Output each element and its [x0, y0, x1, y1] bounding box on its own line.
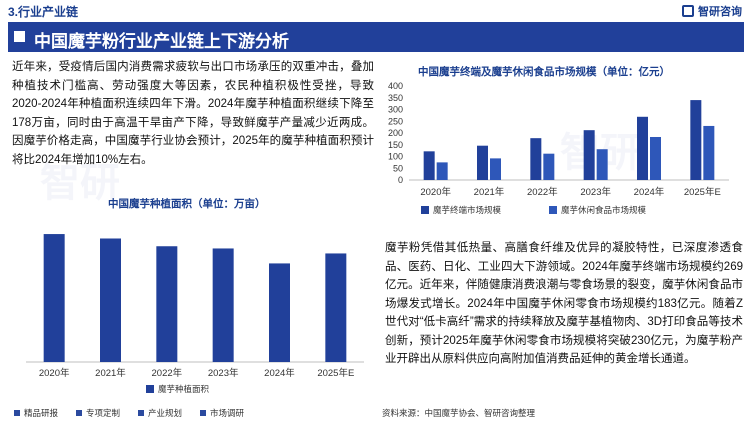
page-title: 中国魔芋粉行业产业链上下游分析 — [34, 32, 289, 51]
x-tick-label: 2024年 — [264, 367, 295, 379]
x-tick-label: 2021年 — [474, 186, 505, 198]
planting-area-chart: 2020年 2021年 2022年 2023年 2024年 2025年E 魔芋种植面积 — [26, 234, 364, 394]
y-tick-label: 400 — [388, 81, 403, 91]
bar-terminal-market — [637, 116, 648, 180]
x-tick-label: 2024年 — [634, 186, 665, 198]
top-bar: 3.行业产业链 智研咨询 — [0, 0, 750, 22]
legend-label: 魔芋种植面积 — [158, 384, 210, 394]
bar-snack-market — [490, 158, 501, 180]
square-bullet-icon — [76, 410, 82, 416]
x-tick-label: 2025年E — [684, 186, 721, 198]
title-banner: 中国魔芋粉行业产业链上下游分析 — [8, 22, 744, 52]
legend-swatch — [146, 385, 154, 393]
footer-item: 精品研报 — [14, 407, 58, 419]
source-note: 资料来源：中国魔芋协会、智研咨询整理 — [382, 408, 536, 418]
footer-item: 专项定制 — [76, 407, 120, 419]
square-bullet-icon — [14, 410, 20, 416]
y-tick-label: 200 — [388, 128, 403, 138]
bar-terminal-market — [477, 145, 488, 180]
bar-snack-market — [650, 136, 661, 180]
square-bullet-icon — [138, 410, 144, 416]
bar-planting-area — [156, 246, 178, 362]
paragraph-left: 近年来，受疫情后国内消费需求疲软与出口市场承压的双重冲击，叠加种植技术门槛高、劳… — [12, 61, 374, 166]
footer-item: 市场调研 — [200, 407, 244, 419]
bar-planting-area — [100, 238, 121, 362]
bar-snack-market — [436, 162, 448, 180]
bar-terminal-market — [690, 100, 702, 180]
x-tick-label: 2022年 — [152, 367, 183, 379]
footer: 精品研报 专项定制 产业规划 市场调研 资料来源：中国魔芋协会、智研咨询整理 — [0, 404, 750, 422]
logo-icon — [682, 5, 694, 17]
y-tick-label: 150 — [388, 140, 403, 150]
bar-snack-market — [596, 149, 608, 180]
legend-label: 魔芋休闲食品市场规模 — [561, 205, 647, 215]
x-tick-label: 2023年 — [208, 367, 239, 379]
bar-planting-area — [325, 253, 347, 362]
square-bullet-icon — [14, 31, 25, 42]
square-bullet-icon — [200, 410, 206, 416]
footer-item: 产业规划 — [138, 407, 182, 419]
bar-snack-market — [703, 125, 715, 180]
section-title: 3.行业产业链 — [8, 5, 79, 19]
paragraph-right: 魔芋粉凭借其低热量、高膳食纤维及优异的凝胶特性，已深度渗透食品、医药、日化、工业… — [385, 242, 743, 365]
bar-terminal-market — [423, 151, 435, 180]
logo-text: 智研咨询 — [698, 6, 742, 18]
watermark: 智研 — [40, 161, 120, 205]
y-tick-label: 350 — [388, 93, 403, 103]
bar-planting-area — [43, 234, 65, 362]
y-tick-label: 0 — [398, 175, 403, 185]
x-tick-label: 2020年 — [420, 186, 451, 198]
bar-terminal-market — [583, 130, 595, 180]
bar-planting-area — [212, 248, 234, 362]
y-tick-label: 300 — [388, 105, 403, 115]
x-tick-label: 2025年E — [317, 367, 354, 379]
x-tick-label: 2022年 — [527, 186, 558, 198]
legend-swatch — [421, 206, 429, 214]
y-tick-label: 250 — [388, 116, 403, 126]
x-tick-label: 2020年 — [39, 367, 70, 379]
bar-terminal-market — [530, 138, 542, 180]
brand-logo: 智研咨询 — [682, 3, 742, 19]
bar-snack-market — [543, 153, 555, 180]
y-tick-label: 100 — [388, 152, 403, 162]
chart-title-area: 中国魔芋种植面积（单位：万亩） — [108, 198, 266, 210]
legend-label: 魔芋终端市场规模 — [433, 205, 502, 215]
x-tick-label: 2023年 — [580, 186, 611, 198]
chart-title-market: 中国魔芋终端及魔芋休闲食品市场规模（单位：亿元） — [418, 66, 670, 78]
legend-swatch — [549, 206, 557, 214]
y-tick-label: 50 — [393, 163, 403, 173]
x-tick-label: 2021年 — [95, 367, 126, 379]
bar-planting-area — [269, 263, 290, 362]
